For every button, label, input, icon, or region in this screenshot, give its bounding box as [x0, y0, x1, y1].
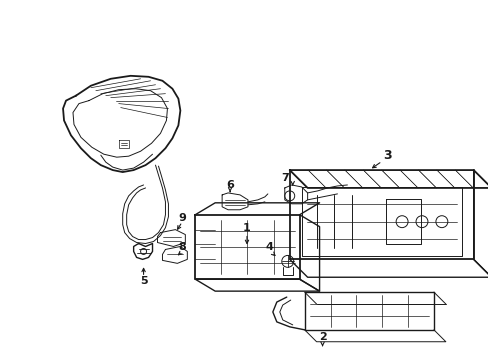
Text: 3: 3 — [382, 149, 391, 162]
Text: 7: 7 — [280, 173, 288, 183]
Text: 6: 6 — [225, 180, 234, 190]
Text: 9: 9 — [178, 213, 186, 223]
Text: 5: 5 — [140, 276, 147, 286]
Text: 4: 4 — [265, 243, 273, 252]
Text: 2: 2 — [318, 332, 326, 342]
Text: 8: 8 — [178, 243, 186, 252]
Text: 1: 1 — [243, 222, 250, 233]
